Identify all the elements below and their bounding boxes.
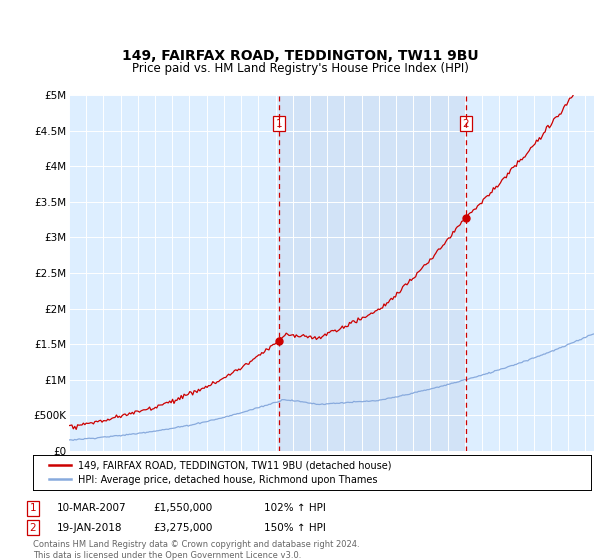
Legend: 149, FAIRFAX ROAD, TEDDINGTON, TW11 9BU (detached house), HPI: Average price, de: 149, FAIRFAX ROAD, TEDDINGTON, TW11 9BU … [43,454,398,491]
Text: £3,275,000: £3,275,000 [153,522,212,533]
Text: 10-MAR-2007: 10-MAR-2007 [57,503,127,514]
Text: Contains HM Land Registry data © Crown copyright and database right 2024.
This d: Contains HM Land Registry data © Crown c… [33,539,359,560]
Text: 19-JAN-2018: 19-JAN-2018 [57,522,122,533]
Text: 2: 2 [463,119,469,129]
Text: 102% ↑ HPI: 102% ↑ HPI [264,503,326,514]
Text: Price paid vs. HM Land Registry's House Price Index (HPI): Price paid vs. HM Land Registry's House … [131,62,469,76]
Text: 149, FAIRFAX ROAD, TEDDINGTON, TW11 9BU: 149, FAIRFAX ROAD, TEDDINGTON, TW11 9BU [122,49,478,63]
Text: £1,550,000: £1,550,000 [153,503,212,514]
Text: 2: 2 [29,522,37,533]
Bar [279,95,466,451]
Text: 150% ↑ HPI: 150% ↑ HPI [264,522,326,533]
Text: 1: 1 [275,119,282,129]
Text: 1: 1 [29,503,37,514]
